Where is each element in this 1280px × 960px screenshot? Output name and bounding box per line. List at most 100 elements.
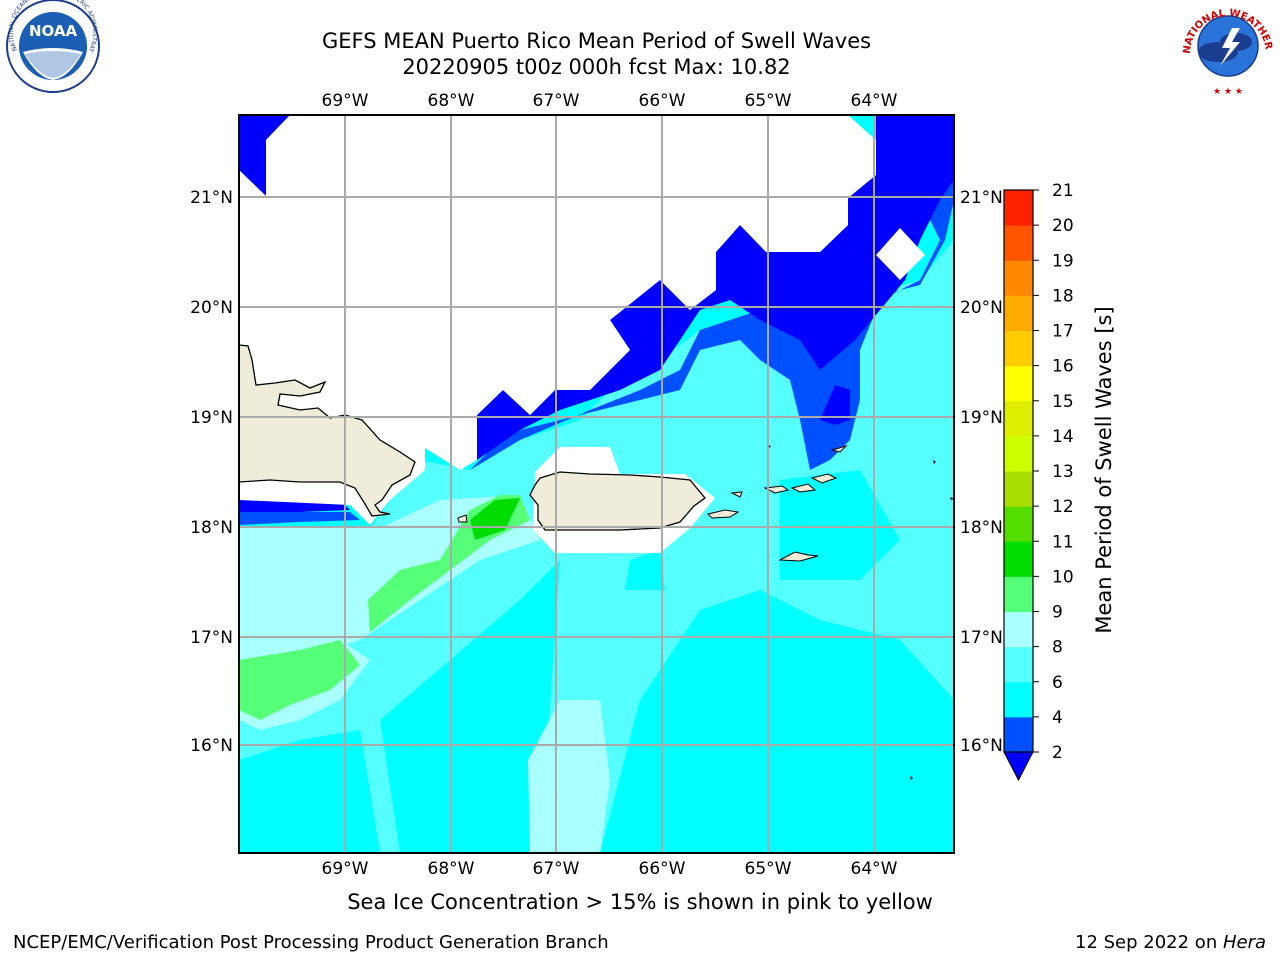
vieques xyxy=(707,509,740,519)
colorbar-tick-label: 13 xyxy=(1052,462,1074,482)
colorbar-segment xyxy=(1004,576,1033,612)
colorbar-segment xyxy=(1004,435,1033,472)
contour-2-4 xyxy=(470,115,954,470)
noaa-logo: NOAA NATIONAL OCEANIC AND ATMOSPHERIC AD… xyxy=(0,0,100,93)
lon-label-bottom: 66°W xyxy=(639,859,686,879)
contour-9-10-b xyxy=(239,640,360,720)
colorbar-segment xyxy=(1004,330,1033,367)
sea-ice-note: Sea Ice Concentration > 15% is shown in … xyxy=(347,890,933,914)
colorbar-tick-label: 16 xyxy=(1052,357,1074,377)
chart-subtitle: 20220905 t00z 000h fcst Max: 10.82 xyxy=(402,55,791,79)
contour-lt-2-c xyxy=(820,385,850,425)
lon-label-top: 67°W xyxy=(533,91,580,111)
graticule xyxy=(239,115,954,853)
svg-text:★ ★ ★: ★ ★ ★ xyxy=(1213,87,1243,97)
chart-title: GEFS MEAN Puerto Rico Mean Period of Swe… xyxy=(321,29,872,53)
colorbar-tick-label: 8 xyxy=(1052,638,1063,658)
lon-label-top: 69°W xyxy=(322,91,369,111)
contour-8-9-b xyxy=(528,700,610,853)
lon-label-top: 65°W xyxy=(745,91,792,111)
lat-label-left: 16°N xyxy=(190,736,233,756)
colorbar-segment xyxy=(1004,541,1033,577)
contour-4-6-e xyxy=(780,470,900,580)
contour-lt-2 xyxy=(477,115,954,460)
footer-date-text: 12 Sep 2022 on xyxy=(1075,932,1223,953)
colorbar-tick-label: 12 xyxy=(1052,497,1074,517)
colorbar-tick-label: 9 xyxy=(1052,603,1063,623)
colorbar-tick-label: 17 xyxy=(1052,322,1074,342)
colorbar-tick-label: 14 xyxy=(1052,427,1074,447)
lat-label-right: 19°N xyxy=(960,408,1003,428)
colorbar-segment xyxy=(1004,225,1033,261)
colorbar-segment xyxy=(1004,190,1033,226)
virgin-gorda xyxy=(810,473,838,484)
virgin-islands-st-thomas xyxy=(763,485,790,494)
colorbar-tick-label: 2 xyxy=(1052,743,1063,763)
mask-diamond xyxy=(876,228,925,280)
colorbar-tick-label: 18 xyxy=(1052,286,1074,306)
lat-label-left: 21°N xyxy=(190,188,233,208)
lat-label-right: 17°N xyxy=(960,628,1003,648)
colorbar-tick-label: 6 xyxy=(1052,673,1063,693)
svg-text:NATIONAL WEATHER SERVICE: NATIONAL WEATHER SERVICE xyxy=(0,0,1274,54)
noaa-logo-text: NOAA xyxy=(29,22,78,40)
hispaniola-land xyxy=(239,344,416,517)
lat-label-right: 20°N xyxy=(960,298,1003,318)
colorbar-segment xyxy=(1004,295,1033,331)
colorbar: 2 4 6 8 9 10 11 12 13 14 15 16 17 18 19 20 21 xyxy=(1003,181,1074,782)
contour-10-11 xyxy=(470,498,520,540)
colorbar-tick-label: 19 xyxy=(1052,251,1074,271)
lon-label-top: 64°W xyxy=(851,91,898,111)
colorbar-segment xyxy=(1004,646,1033,683)
lat-label-left: 20°N xyxy=(190,298,233,318)
lon-label-bottom: 65°W xyxy=(745,859,792,879)
anegada xyxy=(830,444,848,453)
colorbar-segment xyxy=(1004,506,1033,542)
contour-2-4-strip xyxy=(239,512,360,525)
contour-4-6-a xyxy=(380,560,560,853)
lon-label-bottom: 68°W xyxy=(428,859,475,879)
virgin-islands-tortola xyxy=(790,483,817,493)
footer-branch: NCEP/EMC/Verification Post Processing Pr… xyxy=(13,932,609,953)
colorbar-tick-label: 10 xyxy=(1052,567,1074,587)
island-speck-b xyxy=(910,776,913,780)
footer-machine: Hera xyxy=(1222,932,1266,953)
culebra xyxy=(730,491,743,498)
lon-label-top: 68°W xyxy=(428,91,475,111)
lat-label-right: 16°N xyxy=(960,736,1003,756)
contour-4-6-d xyxy=(625,550,665,590)
contour-lt-2-b xyxy=(239,115,290,196)
plot-area xyxy=(239,115,954,853)
colorbar-tick-label: 20 xyxy=(1052,216,1074,236)
lon-label-bottom: 69°W xyxy=(322,859,369,879)
colorbar-tick-label: 4 xyxy=(1052,708,1063,728)
footer-date: 12 Sep 2022 on Hera xyxy=(1075,932,1266,953)
lat-label-left: 17°N xyxy=(190,628,233,648)
st-croix xyxy=(778,551,819,562)
lat-label-left: 18°N xyxy=(190,518,233,538)
colorbar-segment xyxy=(1004,471,1033,507)
colorbar-tick-label: 11 xyxy=(1052,532,1074,552)
mona-island xyxy=(457,514,468,523)
nws-logo: NATIONAL WEATHER SERVICE ★ ★ ★ xyxy=(0,0,1274,97)
colorbar-extend-arrow xyxy=(1003,751,1034,782)
lon-label-bottom: 64°W xyxy=(851,859,898,879)
lat-label-right: 18°N xyxy=(960,518,1003,538)
lat-label-left: 19°N xyxy=(190,408,233,428)
colorbar-segment xyxy=(1004,365,1033,402)
colorbar-label: Mean Period of Swell Waves [s] xyxy=(1092,306,1116,633)
mask-north xyxy=(239,115,876,525)
lat-label-right: 21°N xyxy=(960,188,1003,208)
island-speck-a xyxy=(933,460,936,464)
plot-frame xyxy=(238,114,955,854)
colorbar-segment xyxy=(1004,716,1033,753)
lon-label-bottom: 67°W xyxy=(533,859,580,879)
colorbar-tick-label: 15 xyxy=(1052,392,1074,412)
colorbar-tick-label: 21 xyxy=(1052,181,1074,201)
colorbar-segment xyxy=(1004,400,1033,437)
colorbar-segment xyxy=(1004,260,1033,296)
colorbar-segment xyxy=(1004,681,1033,718)
contour-4-6-b xyxy=(600,590,954,853)
lon-label-top: 66°W xyxy=(639,91,686,111)
